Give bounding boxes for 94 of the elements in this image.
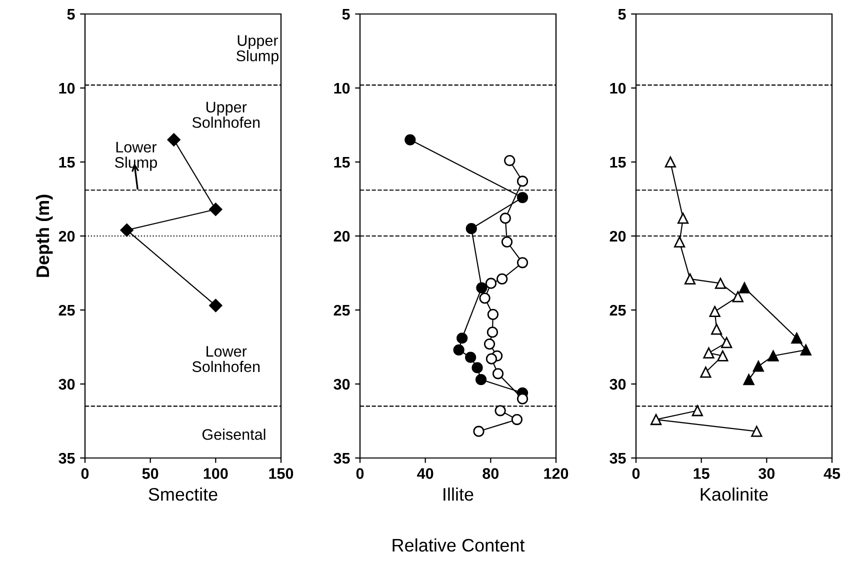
point	[486, 326, 498, 338]
text: Relative Content	[392, 538, 525, 552]
point	[466, 223, 477, 234]
point	[487, 308, 499, 320]
point	[511, 414, 523, 426]
x-tick-label: 150	[269, 468, 294, 479]
point	[484, 338, 496, 350]
point	[496, 273, 508, 284]
point	[516, 393, 528, 404]
point	[714, 278, 726, 289]
point	[494, 405, 506, 416]
y-tick-label: 35	[334, 452, 350, 464]
point	[485, 278, 497, 289]
y-tick-label: 30	[58, 378, 75, 390]
point	[768, 350, 779, 362]
point	[476, 282, 488, 294]
point	[721, 337, 732, 348]
point	[703, 347, 714, 358]
point	[751, 426, 762, 437]
point	[486, 353, 498, 364]
annotation: Upper Solnhofen	[192, 102, 260, 128]
point	[700, 366, 712, 378]
y-tick-label: 35	[58, 452, 75, 464]
x-tick-label: 0	[632, 468, 640, 479]
y-tick-label: 25	[58, 304, 75, 316]
point	[711, 324, 722, 335]
x-tick-label: 15	[694, 468, 710, 479]
point	[209, 298, 222, 312]
y-tick-label: 10	[334, 82, 350, 94]
y-tick-label: 10	[610, 82, 626, 94]
point	[209, 202, 222, 216]
y-tick-label: 25	[610, 304, 626, 316]
y-tick-label: 35	[610, 452, 626, 464]
y-tick-label: 20	[58, 230, 75, 242]
annotation: Lower Solnhofen	[192, 346, 260, 372]
point	[504, 154, 516, 166]
point	[516, 176, 528, 187]
y-tick-label: 5	[342, 9, 350, 20]
point	[479, 292, 490, 304]
point	[717, 350, 728, 362]
point	[475, 374, 487, 386]
point	[674, 236, 686, 248]
point	[472, 362, 483, 374]
point	[709, 306, 720, 318]
y-tick-label: 25	[334, 304, 350, 316]
point	[516, 257, 528, 268]
annotation: Geisental	[202, 428, 266, 440]
point	[404, 134, 416, 146]
point	[692, 405, 703, 416]
y-tick-label: 30	[334, 378, 350, 390]
point	[120, 223, 134, 237]
point	[492, 368, 504, 380]
point	[650, 414, 662, 426]
x-axis-title: Illite	[444, 488, 474, 501]
x-tick-label: 45	[824, 468, 840, 479]
point	[752, 360, 764, 372]
x-axis-title: Kaolinite	[700, 488, 768, 501]
point	[743, 374, 754, 386]
point	[465, 352, 476, 363]
point	[473, 426, 484, 437]
point	[677, 212, 689, 224]
x-tick-label: 80	[482, 468, 499, 479]
y-tick-label: 5	[67, 9, 75, 20]
x-tick-label: 120	[544, 468, 568, 479]
x-tick-label: 40	[417, 468, 434, 479]
y-tick-label: 20	[334, 230, 350, 242]
y-tick-label: 5	[618, 9, 626, 20]
point	[738, 282, 750, 294]
y-tick-label: 15	[334, 157, 350, 168]
annotation: Upper Slump	[236, 35, 278, 64]
point	[167, 133, 180, 146]
point	[516, 192, 528, 204]
y-tick-label: 15	[610, 157, 626, 168]
x-tick-label: 100	[204, 468, 228, 479]
y-tick-label: 30	[610, 378, 626, 390]
y-tick-label: 20	[610, 230, 626, 242]
point	[500, 212, 511, 224]
x-tick-label: 0	[356, 468, 364, 479]
y-axis-title: Depth (m)	[36, 194, 53, 277]
point	[453, 344, 464, 356]
y-tick-label: 15	[59, 157, 75, 168]
x-axis-title: Smectite	[148, 488, 218, 501]
point	[800, 344, 812, 356]
point	[501, 236, 513, 248]
point	[684, 273, 696, 284]
point	[791, 332, 802, 344]
x-tick-label: 30	[758, 468, 775, 479]
point	[664, 156, 676, 168]
point	[732, 291, 744, 302]
point	[456, 332, 468, 344]
annotation: Lower Slump	[115, 142, 157, 171]
y-tick-label: 10	[59, 82, 75, 94]
x-tick-label: 50	[142, 468, 158, 479]
x-tick-label: 0	[81, 468, 89, 479]
